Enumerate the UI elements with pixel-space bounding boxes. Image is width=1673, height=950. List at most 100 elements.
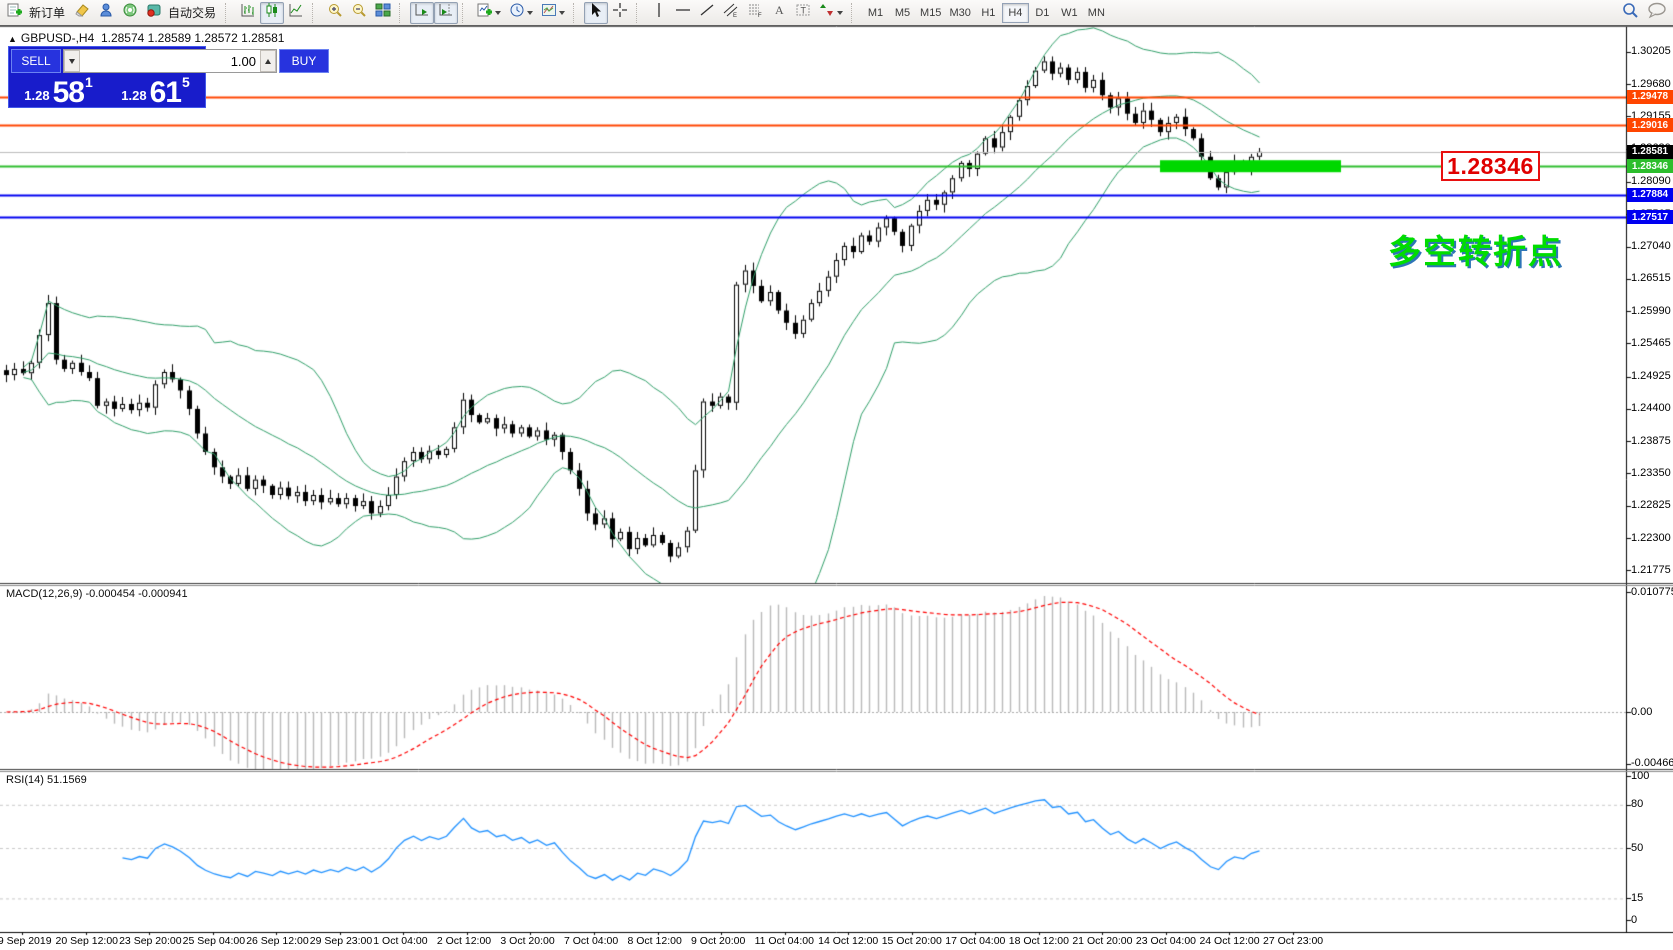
equidistant-channel-button[interactable]: E — [719, 2, 743, 24]
chevron-up-icon — [265, 58, 271, 64]
templates-button[interactable] — [537, 2, 569, 24]
arrows-button[interactable] — [815, 2, 847, 24]
text-button[interactable]: A — [767, 2, 791, 24]
cursor-button[interactable] — [584, 1, 609, 24]
crosshair-button[interactable] — [608, 2, 632, 24]
turning-point-note[interactable]: 多空转折点 — [1388, 233, 1563, 270]
price-tick-label: 1.25990 — [1631, 304, 1671, 317]
time-tick-label: 18 Oct 12:00 — [1008, 935, 1069, 947]
autotrading-icon — [146, 2, 162, 23]
search-icon[interactable] — [1621, 1, 1639, 24]
price-tick-label: 1.28090 — [1631, 175, 1671, 188]
time-tick-label: 23 Oct 04:00 — [1135, 935, 1197, 947]
timeframe-button-H1[interactable]: H1 — [981, 6, 996, 19]
candlestick-chart-icon — [264, 2, 280, 23]
zoom-in-icon — [327, 2, 343, 23]
time-tick-label: 2 Oct 12:00 — [436, 935, 492, 947]
horizontal-line-icon — [675, 2, 691, 23]
level-price-tag[interactable]: 1.27517 — [1627, 210, 1673, 225]
timeframe-button-M30[interactable]: M30 — [949, 6, 971, 19]
periods-button[interactable] — [505, 2, 537, 24]
zoom-in-button[interactable] — [323, 2, 347, 24]
volume-increase-button[interactable] — [260, 50, 276, 72]
price-tick-label: 1.22825 — [1631, 499, 1671, 512]
toolbar-separator — [399, 2, 407, 23]
auto-scroll-button[interactable] — [410, 1, 435, 24]
clock-icon — [509, 2, 525, 23]
text-label-icon: T — [795, 2, 811, 23]
bar-chart-button[interactable] — [236, 2, 260, 24]
bar-chart-icon — [240, 2, 256, 23]
macd-tick-label: 0.00 — [1631, 705, 1653, 718]
toolbar-separator — [225, 2, 233, 23]
timeframe-button-W1[interactable]: W1 — [1061, 6, 1078, 19]
timeframe-button-H4[interactable]: H4 — [1001, 2, 1029, 23]
chart-symbol-period: GBPUSD-,H4 — [20, 31, 95, 45]
price-tick-label: 1.24400 — [1631, 402, 1671, 415]
eraser-button[interactable] — [70, 2, 94, 24]
autotrading-button[interactable] — [142, 2, 166, 24]
new-order-label[interactable]: 新订单 — [29, 6, 66, 20]
level-price-tag[interactable]: 1.27884 — [1627, 187, 1673, 202]
level-price-tag[interactable]: 1.28346 — [1627, 159, 1673, 174]
text-label-button[interactable]: T — [791, 2, 815, 24]
svg-text:A: A — [775, 3, 784, 17]
rsi-tick-label: 15 — [1631, 891, 1644, 904]
sell-button[interactable]: SELL — [11, 49, 61, 73]
chevron-down-icon — [837, 10, 844, 15]
price-tick-label: 1.21775 — [1631, 563, 1671, 576]
autotrading-label[interactable]: 自动交易 — [168, 6, 217, 20]
level-price-tag[interactable]: 1.29016 — [1627, 118, 1673, 132]
chart-shift-icon — [438, 2, 454, 23]
trendline-button[interactable] — [695, 2, 719, 24]
indicators-button[interactable] — [473, 2, 505, 24]
signals-button[interactable] — [118, 2, 142, 24]
chart-shift-button[interactable] — [434, 1, 459, 24]
buy-button[interactable]: BUY — [279, 49, 329, 73]
vertical-line-button[interactable] — [647, 2, 671, 24]
timeframe-group: M1 M5 M15 M30 H1 H4 D1 W1 MN — [862, 2, 1110, 23]
timeframe-button-M1[interactable]: M1 — [867, 6, 884, 19]
cursor-icon — [588, 2, 604, 23]
new-order-button[interactable] — [3, 2, 27, 24]
collapse-trade-panel-icon[interactable]: ▲ — [8, 34, 17, 44]
toolbar-separator — [851, 2, 859, 23]
chat-icon[interactable] — [1647, 1, 1667, 24]
templates-icon — [541, 2, 557, 23]
time-tick-label: 25 Sep 04:00 — [182, 935, 246, 947]
level-price-tag[interactable]: 1.29478 — [1627, 89, 1673, 104]
timeframe-button-D1[interactable]: D1 — [1035, 6, 1050, 19]
timeframe-button-MN[interactable]: MN — [1087, 6, 1105, 19]
sell-price-base: 1.28 — [24, 88, 50, 103]
chevron-down-icon — [69, 58, 75, 64]
price-annotation-box[interactable]: 1.28346 — [1441, 151, 1540, 182]
market-watch-button[interactable] — [94, 2, 118, 24]
horizontal-line-button[interactable] — [671, 2, 695, 24]
auto-scroll-icon — [414, 2, 430, 23]
price-tick-label: 1.25465 — [1631, 336, 1671, 349]
time-tick-label: 19 Sep 2019 — [0, 935, 52, 947]
macd-tick-label: -0.004668 — [1631, 757, 1673, 770]
zoom-out-button[interactable] — [347, 2, 371, 24]
volume-decrease-button[interactable] — [64, 50, 80, 72]
rsi-indicator-label: RSI(14) 51.1569 — [6, 774, 87, 786]
time-tick-label: 3 Oct 20:00 — [500, 935, 555, 947]
toolbar-right — [1621, 1, 1667, 24]
price-tick-label: 1.22300 — [1631, 531, 1671, 544]
tile-windows-button[interactable] — [371, 2, 395, 24]
sell-price[interactable]: 1.28 58 1 — [11, 75, 106, 108]
time-tick-label: 14 Oct 12:00 — [818, 935, 879, 947]
time-tick-label: 8 Oct 12:00 — [627, 935, 682, 947]
buy-price[interactable]: 1.28 61 5 — [108, 74, 203, 108]
time-tick-label: 11 Oct 04:00 — [754, 935, 814, 947]
time-tick-label: 15 Oct 20:00 — [881, 935, 942, 947]
timeframe-button-M15[interactable]: M15 — [920, 6, 942, 19]
line-chart-button[interactable] — [284, 2, 308, 24]
timeframe-button-M5[interactable]: M5 — [894, 6, 911, 19]
candlestick-chart-button[interactable] — [260, 1, 285, 24]
chevron-down-icon — [559, 10, 566, 15]
volume-input[interactable] — [80, 50, 260, 72]
fibonacci-button[interactable]: F — [743, 2, 767, 24]
buy-price-pip: 5 — [181, 74, 190, 90]
